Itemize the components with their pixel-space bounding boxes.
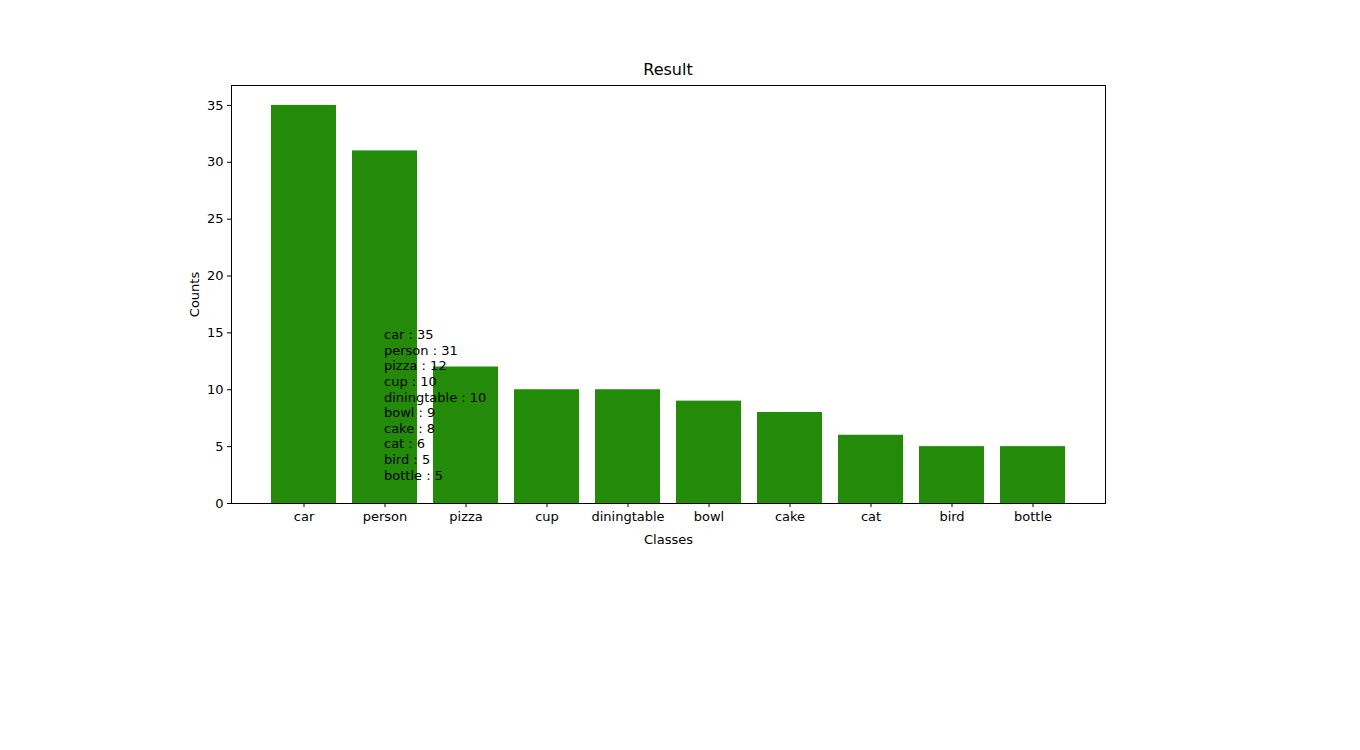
svg-text:car : 35person : 31pizza : 12c: car : 35person : 31pizza : 12cup : 10din… (384, 327, 486, 482)
svg-text:bottle: bottle (1014, 509, 1052, 524)
svg-text:cat: cat (861, 509, 881, 524)
svg-text:0: 0 (215, 496, 223, 511)
svg-text:bird: bird (939, 509, 964, 524)
svg-text:cup: cup (535, 509, 559, 524)
svg-text:person: person (363, 509, 408, 524)
svg-text:35: 35 (207, 98, 224, 113)
svg-text:pizza: pizza (449, 509, 482, 524)
svg-text:25: 25 (207, 211, 224, 226)
svg-text:cake: cake (775, 509, 805, 524)
svg-text:20: 20 (207, 268, 224, 283)
html-text:Result: Result (643, 60, 693, 79)
svg-text:15: 15 (207, 325, 224, 340)
svg-text:Classes: Classes (644, 532, 693, 547)
svg-text:Counts: Counts (187, 272, 202, 318)
svg-text:bowl: bowl (694, 509, 724, 524)
svg-text:diningtable: diningtable (591, 509, 664, 524)
svg-text:30: 30 (207, 154, 224, 169)
svg-text:car: car (294, 509, 315, 524)
svg-text:10: 10 (207, 382, 224, 397)
svg-text:5: 5 (215, 439, 223, 454)
